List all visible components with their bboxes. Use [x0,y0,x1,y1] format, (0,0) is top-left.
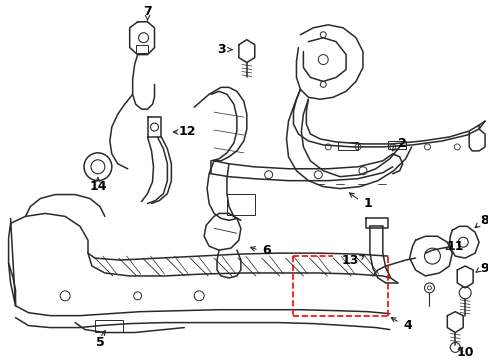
Text: 5: 5 [95,336,104,349]
Text: 12: 12 [178,125,196,138]
Text: 1: 1 [363,197,371,210]
Bar [226,194,254,215]
Bar [135,45,147,53]
Text: 13: 13 [341,253,358,266]
Text: 9: 9 [480,261,488,275]
Text: 6: 6 [262,244,270,257]
Bar [95,320,122,332]
Text: 14: 14 [89,180,106,193]
Text: 4: 4 [403,319,411,332]
Bar [387,141,405,149]
Text: 7: 7 [143,5,152,18]
Text: 3: 3 [216,43,225,56]
Text: 11: 11 [446,240,463,253]
Bar [337,142,357,150]
Text: 8: 8 [480,214,488,227]
Text: 10: 10 [455,346,473,359]
Text: 2: 2 [397,138,406,150]
